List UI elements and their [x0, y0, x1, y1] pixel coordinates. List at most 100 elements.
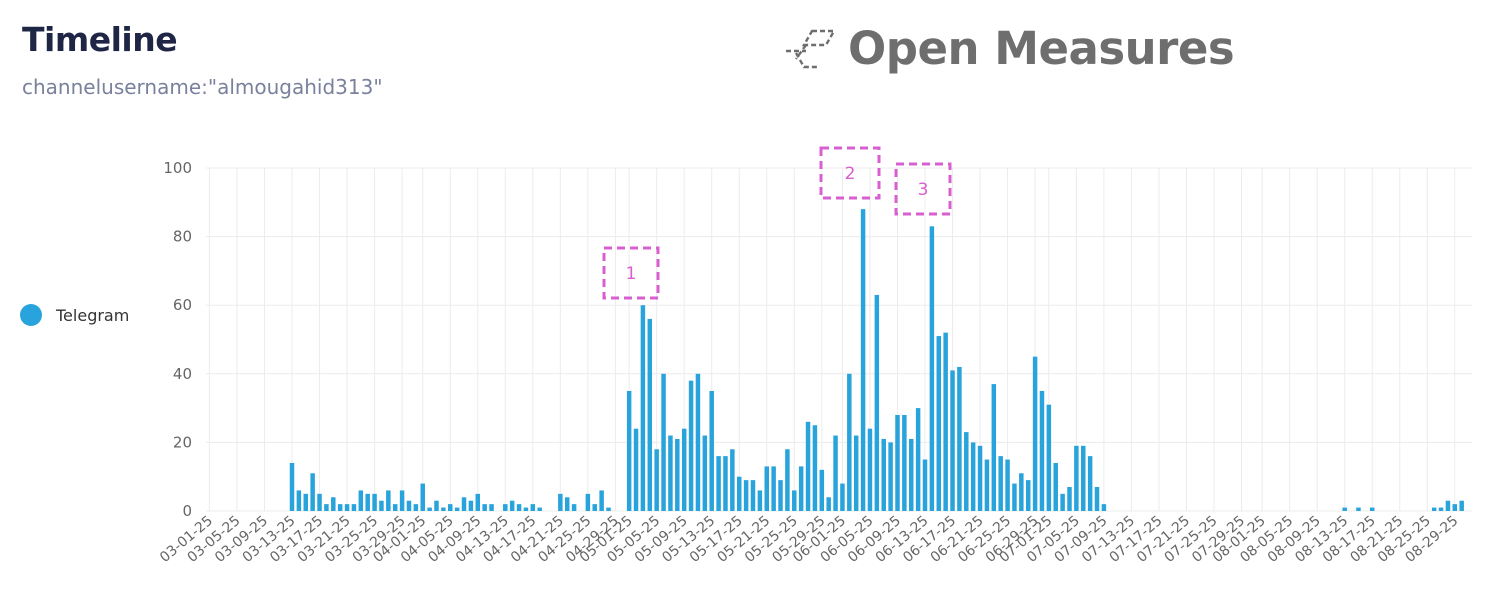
bar[interactable]: [289, 462, 295, 511]
bar[interactable]: [523, 507, 529, 511]
bar[interactable]: [324, 504, 329, 511]
bar[interactable]: [571, 504, 577, 511]
bar[interactable]: [860, 209, 866, 511]
bar[interactable]: [984, 459, 990, 511]
bar[interactable]: [1012, 483, 1017, 511]
bar[interactable]: [888, 442, 893, 511]
bar[interactable]: [454, 507, 460, 511]
bar[interactable]: [991, 384, 997, 511]
bar[interactable]: [970, 442, 976, 511]
bar[interactable]: [441, 507, 446, 511]
bar[interactable]: [1094, 486, 1100, 511]
bar[interactable]: [1081, 445, 1086, 511]
bar[interactable]: [530, 504, 536, 511]
bar[interactable]: [489, 504, 494, 511]
bar[interactable]: [792, 490, 797, 511]
bar[interactable]: [1025, 480, 1031, 511]
bar[interactable]: [599, 490, 604, 511]
bar[interactable]: [895, 414, 900, 511]
bar[interactable]: [592, 504, 597, 511]
bar[interactable]: [964, 432, 969, 511]
bar[interactable]: [1445, 500, 1451, 511]
bar[interactable]: [558, 493, 563, 511]
bar[interactable]: [1356, 507, 1361, 511]
bar[interactable]: [585, 493, 591, 511]
bar[interactable]: [922, 459, 928, 511]
bar[interactable]: [778, 480, 783, 511]
bar[interactable]: [1087, 456, 1093, 511]
bar[interactable]: [688, 380, 694, 511]
bar[interactable]: [509, 500, 515, 511]
bar[interactable]: [406, 500, 412, 511]
bar[interactable]: [661, 373, 666, 511]
bar[interactable]: [626, 390, 632, 511]
bar[interactable]: [798, 466, 804, 511]
bar[interactable]: [1046, 404, 1052, 511]
bar[interactable]: [1452, 504, 1458, 511]
bar[interactable]: [1039, 390, 1045, 511]
bar[interactable]: [950, 370, 955, 511]
bar[interactable]: [819, 469, 825, 511]
bar[interactable]: [695, 373, 701, 511]
bar[interactable]: [1032, 356, 1038, 511]
bar[interactable]: [867, 428, 873, 511]
bar[interactable]: [723, 456, 728, 511]
bar[interactable]: [709, 390, 714, 511]
bar[interactable]: [434, 500, 439, 511]
bar[interactable]: [344, 504, 350, 511]
bar[interactable]: [681, 428, 687, 511]
bar[interactable]: [929, 226, 935, 511]
bar[interactable]: [296, 490, 302, 511]
bar[interactable]: [1101, 504, 1107, 511]
bar[interactable]: [482, 504, 487, 511]
bar[interactable]: [909, 438, 914, 511]
bar[interactable]: [1459, 500, 1464, 511]
bar[interactable]: [448, 504, 453, 511]
bar[interactable]: [1053, 462, 1058, 511]
bar[interactable]: [475, 493, 481, 511]
bar[interactable]: [1369, 507, 1375, 511]
bar[interactable]: [943, 332, 948, 511]
bar[interactable]: [310, 473, 315, 511]
bar[interactable]: [998, 456, 1003, 511]
bar[interactable]: [303, 493, 309, 511]
bar[interactable]: [358, 490, 364, 511]
bar[interactable]: [1342, 507, 1347, 511]
bar[interactable]: [1431, 507, 1437, 511]
bar[interactable]: [785, 449, 790, 511]
bar[interactable]: [413, 504, 419, 511]
bar[interactable]: [427, 507, 432, 511]
bar[interactable]: [874, 294, 880, 511]
bar[interactable]: [957, 366, 962, 511]
bar[interactable]: [420, 483, 425, 511]
bar[interactable]: [654, 449, 659, 511]
bar[interactable]: [317, 493, 322, 511]
bar[interactable]: [537, 507, 542, 511]
bar[interactable]: [812, 425, 818, 511]
legend-item-telegram[interactable]: Telegram: [20, 304, 129, 326]
bar[interactable]: [337, 504, 343, 511]
bar[interactable]: [468, 500, 474, 511]
bar[interactable]: [386, 490, 391, 511]
bar[interactable]: [503, 504, 508, 511]
bar[interactable]: [805, 421, 811, 511]
bar[interactable]: [771, 466, 776, 511]
bar[interactable]: [564, 497, 570, 511]
bar[interactable]: [351, 504, 357, 511]
bar[interactable]: [853, 435, 859, 511]
bar[interactable]: [847, 373, 852, 511]
bar[interactable]: [633, 428, 639, 511]
bar[interactable]: [702, 435, 708, 511]
bar[interactable]: [675, 438, 680, 511]
bar[interactable]: [764, 466, 769, 511]
bar[interactable]: [1060, 493, 1065, 511]
bar[interactable]: [379, 500, 384, 511]
bar[interactable]: [1019, 473, 1024, 511]
bar[interactable]: [750, 480, 756, 511]
bar[interactable]: [977, 445, 983, 511]
bar[interactable]: [399, 490, 405, 511]
bar[interactable]: [716, 456, 721, 511]
bar[interactable]: [606, 507, 611, 511]
bar[interactable]: [826, 497, 831, 511]
bar[interactable]: [1438, 507, 1444, 511]
